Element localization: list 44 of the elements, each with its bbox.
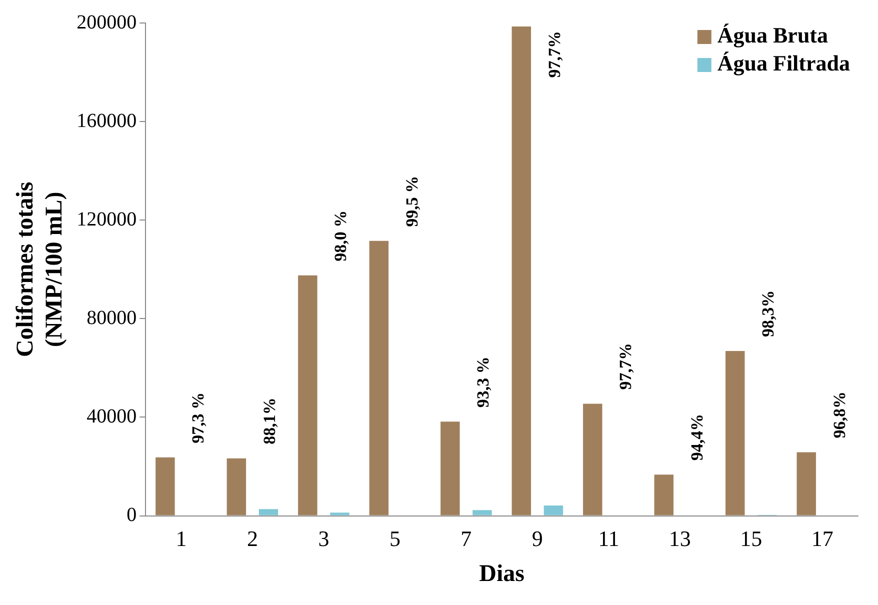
y-tick-label: 160000 (76, 110, 137, 132)
x-axis-title: Dias (479, 560, 524, 587)
annotation: 97,7% (544, 31, 564, 78)
annotation: 98,3% (758, 290, 778, 337)
bar (330, 512, 350, 516)
annotation: 94,4% (687, 414, 706, 461)
annotation: 97,7% (616, 342, 636, 390)
bar (472, 510, 492, 516)
bar (512, 26, 532, 516)
y-tick-label: 0 (126, 504, 137, 526)
y-tick-label: 120000 (76, 208, 137, 230)
x-tick-label: 1 (176, 526, 187, 551)
legend-label: Água Bruta (717, 22, 828, 48)
bar (298, 275, 318, 516)
x-tick-label: 13 (668, 526, 691, 551)
annotation: 93,3 % (474, 356, 493, 408)
y-tick-label: 40000 (86, 405, 137, 428)
bar (796, 452, 816, 516)
bar (654, 474, 674, 516)
annotation: 98,0 % (331, 210, 350, 262)
x-tick-label: 17 (811, 526, 834, 551)
y-tick-label: 200000 (76, 11, 137, 34)
y-axis-title: Coliformes totais (NMP/100 mL) (12, 182, 68, 358)
bar (258, 509, 278, 516)
annotation: 99,5 % (402, 176, 422, 227)
x-tick-label: 11 (598, 526, 620, 551)
x-tick-label: 9 (532, 526, 543, 551)
bar (583, 404, 602, 516)
x-tick-label: 2 (246, 526, 258, 551)
bar (725, 350, 745, 516)
bar (226, 458, 246, 516)
x-tick-label: 15 (740, 526, 762, 551)
annotation: 88,1% (260, 398, 279, 444)
y-tick-label: 80000 (86, 306, 137, 329)
bar (369, 240, 389, 516)
x-tick-label: 5 (389, 526, 400, 551)
x-tick-label: 7 (460, 526, 472, 551)
annotation: 96,8% (830, 391, 849, 438)
legend-label: Água Filtrada (717, 50, 850, 76)
x-tick-label: 3 (318, 526, 330, 551)
bar (156, 457, 175, 516)
bar (440, 422, 460, 516)
annotation: 97,3 % (188, 392, 208, 444)
bar (544, 505, 564, 516)
